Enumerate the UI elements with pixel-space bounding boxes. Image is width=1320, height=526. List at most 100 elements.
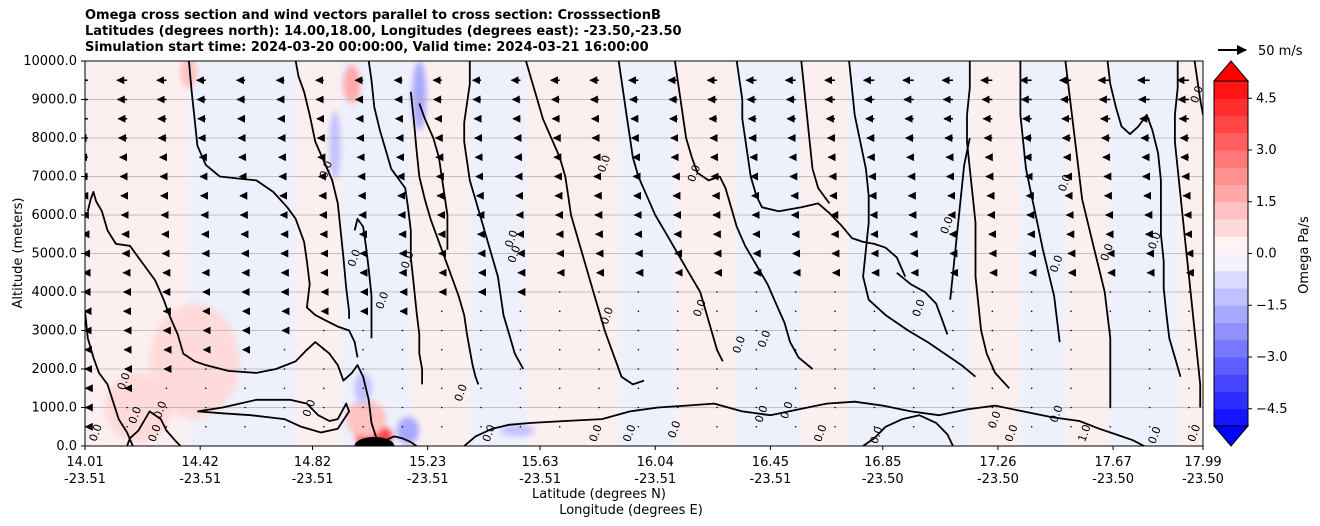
wind-vector (322, 387, 325, 390)
x-tick-label-latitude: 16.45 (752, 455, 789, 470)
colorbar-segment (1214, 374, 1248, 392)
wind-vector (519, 329, 522, 332)
wind-vector (834, 368, 836, 370)
wind-vector (1109, 348, 1112, 351)
x-tick-label-latitude: 17.67 (1095, 455, 1132, 470)
wind-vector (1109, 329, 1112, 332)
omega-contour-line (86, 191, 381, 446)
colorbar-segment (1214, 322, 1248, 341)
wind-vector (1070, 425, 1072, 428)
colorbar-segment (1214, 253, 1248, 272)
wind-vector (755, 291, 758, 293)
colorbar: 4.5 3.0 1.5 0.0 −1.5 −3.0 −4.5 Omega Pa/s (1212, 60, 1312, 447)
omega-contour-line (1106, 61, 1182, 377)
wind-vector (991, 329, 994, 332)
quiver-key-label: 50 m/s (1258, 44, 1303, 59)
wind-vector (1070, 387, 1072, 390)
wind-vector (991, 291, 994, 293)
wind-vector (952, 348, 954, 351)
contour-label: 0.0 (300, 398, 318, 419)
x-tick-label-longitude: -23.50 (1182, 472, 1224, 487)
wind-vector (558, 368, 561, 370)
omega-blob (329, 111, 341, 181)
omega-contour-line (735, 61, 907, 277)
wind-vector (401, 329, 404, 332)
wind-vector (873, 368, 876, 370)
wind-vector (204, 425, 207, 428)
wind-vector (1070, 310, 1072, 313)
wind-vector (362, 348, 364, 351)
omega-contour-line (367, 61, 423, 385)
wind-vector (952, 310, 954, 313)
wind-vector (637, 406, 640, 409)
contour-label: 0.0 (1146, 425, 1164, 446)
wind-vector (519, 348, 522, 351)
contour-label: 0.0 (1188, 84, 1206, 105)
colorbar-tick-label: −4.5 (1256, 402, 1288, 417)
wind-vector (362, 387, 364, 390)
contour-label: 0.0 (505, 244, 523, 265)
y-tick-label: 1000.0 (32, 401, 78, 416)
contour-label: 0.0 (1047, 253, 1065, 274)
wind-vector (834, 291, 836, 293)
wind-vector (519, 425, 522, 428)
wind-vector (755, 368, 758, 370)
wind-vector (755, 310, 758, 313)
omega-blob (396, 417, 420, 445)
wind-vector (873, 387, 876, 390)
wind-vector (283, 406, 286, 409)
wind-vector (244, 406, 246, 409)
wind-vector (912, 425, 915, 428)
omega-contour-line (896, 272, 949, 335)
wind-vector (598, 387, 600, 390)
contour-label: 0.0 (1002, 423, 1020, 444)
wind-vector (598, 406, 600, 409)
colorbar-segment (1214, 81, 1248, 99)
wind-vector (952, 387, 954, 390)
x-tick-label-longitude: -23.51 (634, 472, 676, 487)
wind-vector (204, 368, 207, 370)
wind-vector (873, 310, 876, 313)
wind-vector (558, 425, 561, 428)
wind-vector (322, 348, 325, 351)
colorbar-tick-label: −1.5 (1256, 298, 1288, 313)
x-tick-label-longitude: -23.51 (407, 472, 449, 487)
omega-contour-line (409, 91, 480, 385)
omega-contour-line (862, 414, 954, 446)
wind-vector (794, 368, 797, 370)
terrain-mask (354, 437, 395, 446)
wind-vector (322, 425, 325, 428)
x-tick-label-latitude: 14.42 (182, 455, 219, 470)
wind-vector (165, 406, 168, 409)
x-axis-label-longitude: Longitude (degrees E) (559, 503, 703, 518)
wind-vector (676, 425, 679, 428)
wind-vector (244, 368, 246, 370)
colorbar-tick-label: 0.0 (1256, 247, 1277, 262)
wind-vector (598, 291, 600, 293)
contour-label: 0.0 (146, 423, 164, 444)
wind-vector (912, 406, 915, 409)
wind-vector (558, 387, 561, 390)
wind-vector (401, 348, 404, 351)
wind-vector (912, 368, 915, 370)
wind-vector (794, 425, 797, 428)
omega-contour-line (800, 61, 831, 204)
wind-vector (440, 387, 443, 390)
wind-vector (283, 348, 286, 351)
wind-vector (716, 348, 718, 351)
omega-contour-line (617, 61, 724, 362)
omega-contour-line (848, 61, 977, 378)
wind-vector (912, 387, 915, 390)
y-tick-label: 0.0 (56, 439, 77, 454)
wind-vector (283, 387, 286, 390)
omega-blob (180, 61, 198, 88)
wind-vector (637, 387, 640, 390)
contour-label: 0.0 (1098, 242, 1116, 263)
contour-label: 0.0 (126, 405, 144, 426)
wind-vector (952, 329, 954, 332)
y-tick-label: 4000.0 (32, 285, 78, 300)
wind-vector (637, 425, 640, 428)
wind-vector (440, 348, 443, 351)
wind-vector (1188, 329, 1190, 332)
wind-vector (1030, 387, 1033, 390)
